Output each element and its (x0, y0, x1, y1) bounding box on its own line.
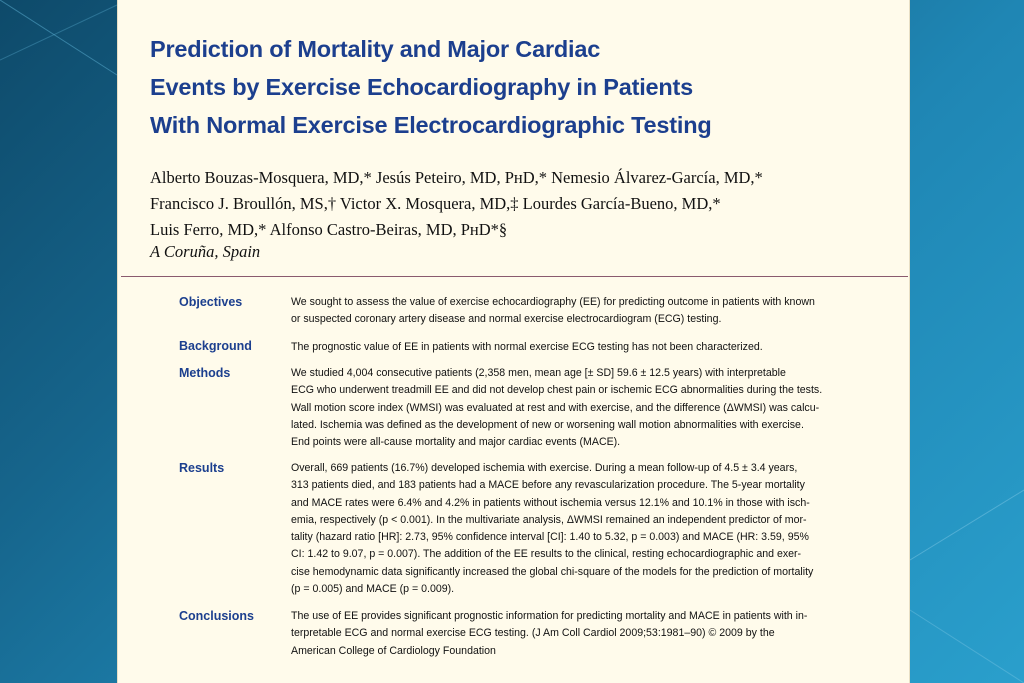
author-line: Francisco J. Broullón, MS,† Victor X. Mo… (150, 194, 721, 213)
author-line: Luis Ferro, MD,* Alfonso Castro-Beiras, … (150, 220, 508, 239)
text-line: terpretable ECG and normal exercise ECG … (291, 627, 775, 640)
text-line: or suspected coronary artery disease and… (291, 313, 722, 326)
title-line: Events by Exercise Echocardiography in P… (150, 74, 694, 100)
header-divider (121, 276, 908, 277)
section-text-results: Overall, 669 patients (16.7%) developed … (291, 460, 901, 598)
section-text-conclusions: The use of EE provides significant progn… (291, 608, 901, 660)
text-line: emia, respectively (p < 0.001). In the m… (291, 513, 807, 526)
author-list: Alberto Bouzas-Mosquera, MD,* Jesús Pete… (150, 165, 890, 243)
text-line: American College of Cardiology Foundatio… (291, 644, 496, 657)
text-line: Overall, 669 patients (16.7%) developed … (291, 462, 798, 474)
text-line: Wall motion score index (WMSI) was evalu… (291, 401, 820, 414)
text-line: We sought to assess the value of exercis… (291, 296, 815, 308)
text-line: The prognostic value of EE in patients w… (291, 341, 763, 353)
author-line: Alberto Bouzas-Mosquera, MD,* Jesús Pete… (150, 168, 763, 187)
section-label-results: Results (179, 461, 225, 475)
article-page: Prediction of Mortality and Major Cardia… (117, 0, 910, 683)
text-line: End points were all-cause mortality and … (291, 436, 621, 449)
text-line: The use of EE provides significant progn… (291, 610, 808, 622)
section-text-methods: We studied 4,004 consecutive patients (2… (291, 365, 901, 451)
text-line: and MACE rates were 6.4% and 4.2% in pat… (291, 496, 810, 509)
text-line: ECG who underwent treadmill EE and did n… (291, 384, 823, 397)
title-line: Prediction of Mortality and Major Cardia… (150, 36, 601, 62)
title-line: With Normal Exercise Electrocardiographi… (150, 112, 712, 138)
section-label-background: Background (179, 339, 252, 353)
text-line: lated. Ischemia was defined as the devel… (291, 418, 804, 431)
text-line: tality (hazard ratio [HR]: 2.73, 95% con… (291, 531, 809, 544)
article-title: Prediction of Mortality and Major Cardia… (150, 30, 890, 144)
text-line: cise hemodynamic data significantly incr… (291, 565, 814, 578)
section-label-objectives: Objectives (179, 295, 243, 309)
section-text-background: The prognostic value of EE in patients w… (291, 339, 901, 356)
text-line: 313 patients died, and 183 patients had … (291, 479, 805, 492)
section-label-methods: Methods (179, 366, 231, 380)
author-location: A Coruña, Spain (150, 242, 261, 261)
text-line: We studied 4,004 consecutive patients (2… (291, 367, 786, 379)
text-line: CI: 1.42 to 9.07, p = 0.007). The additi… (291, 548, 802, 561)
section-text-objectives: We sought to assess the value of exercis… (291, 294, 901, 329)
section-label-conclusions: Conclusions (179, 609, 255, 623)
text-line: (p = 0.005) and MACE (p = 0.009). (291, 583, 455, 596)
